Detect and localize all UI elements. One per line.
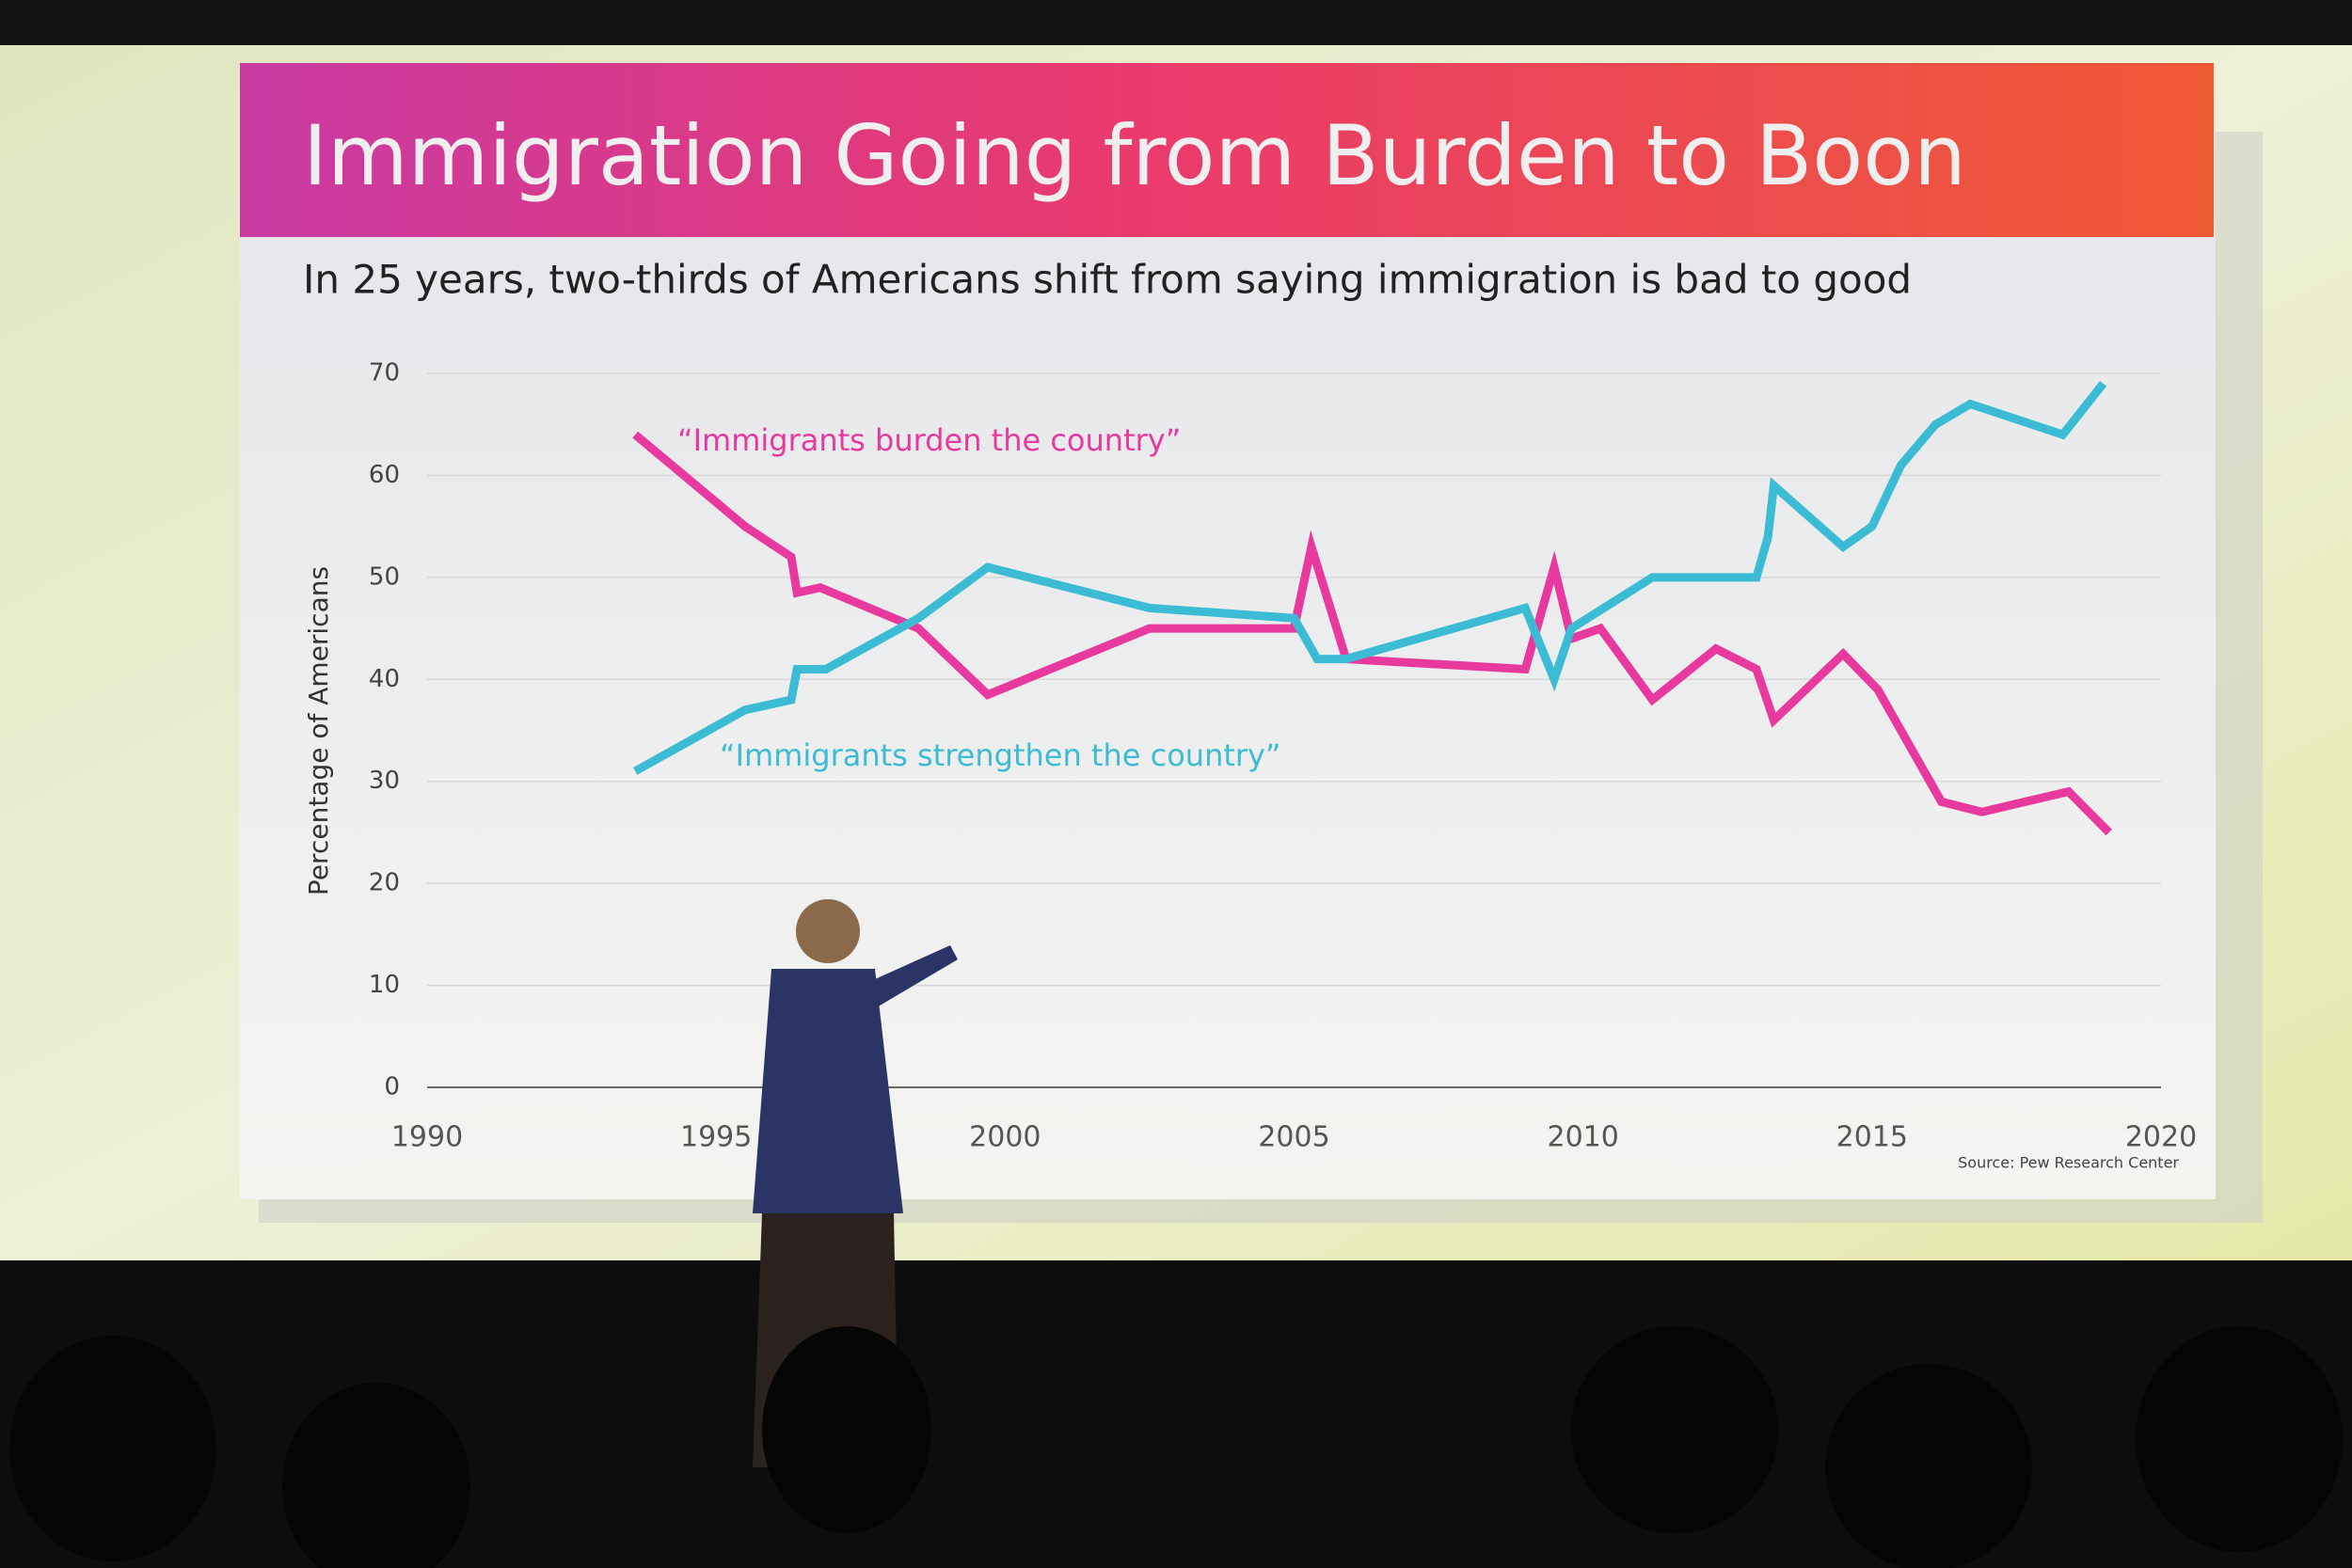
y-tick-label: 40	[369, 665, 400, 693]
y-tick-label: 50	[369, 562, 400, 591]
x-tick-label: 2000	[969, 1121, 1041, 1154]
audience-head	[9, 1336, 216, 1561]
plot-area: 0 10 20 30 40 50 60 70 1990 1995 2000 2005 2010 2015 2…	[369, 359, 2197, 1154]
y-tick-label: 70	[369, 359, 400, 388]
x-tick-label: 2015	[1836, 1121, 1908, 1154]
audience-head	[282, 1383, 470, 1568]
y-tick-label: 10	[369, 971, 400, 999]
top-band	[0, 0, 2352, 45]
audience-head	[2136, 1326, 2343, 1552]
slide-header	[240, 63, 2214, 237]
speaker-head	[796, 899, 860, 963]
chart-title: Immigration Going from Burden to Boon	[303, 107, 1966, 204]
x-tick-label: 1990	[391, 1121, 463, 1154]
y-axis-label: Percentage of Americans	[303, 566, 334, 895]
series-line	[632, 431, 2112, 836]
x-tick-label: 2020	[2125, 1121, 2197, 1154]
audience-head	[1825, 1364, 2032, 1568]
speaker-arm	[856, 945, 958, 1011]
x-tick-label: 2010	[1547, 1121, 1618, 1154]
audience-head	[762, 1326, 931, 1533]
y-tick-label: 20	[369, 869, 400, 897]
y-tick-label: 60	[369, 461, 400, 489]
source-note: Source: Pew Research Center	[1958, 1154, 2179, 1172]
audience-head	[1571, 1326, 1778, 1533]
chart-subtitle: In 25 years, two-thirds of Americans shi…	[303, 257, 1912, 303]
speaker-jacket	[753, 969, 903, 1213]
series-label: “Immigrants strengthen the country”	[720, 737, 1281, 773]
x-tick-label: 1995	[680, 1121, 752, 1154]
series-label: “Immigrants burden the country”	[677, 422, 1181, 458]
x-tick-label: 2005	[1258, 1121, 1329, 1154]
y-tick-label: 30	[369, 767, 400, 795]
y-tick-label: 0	[384, 1073, 400, 1101]
series-line	[632, 381, 2107, 775]
audience	[9, 1326, 2343, 1568]
slide	[240, 98, 2216, 1199]
